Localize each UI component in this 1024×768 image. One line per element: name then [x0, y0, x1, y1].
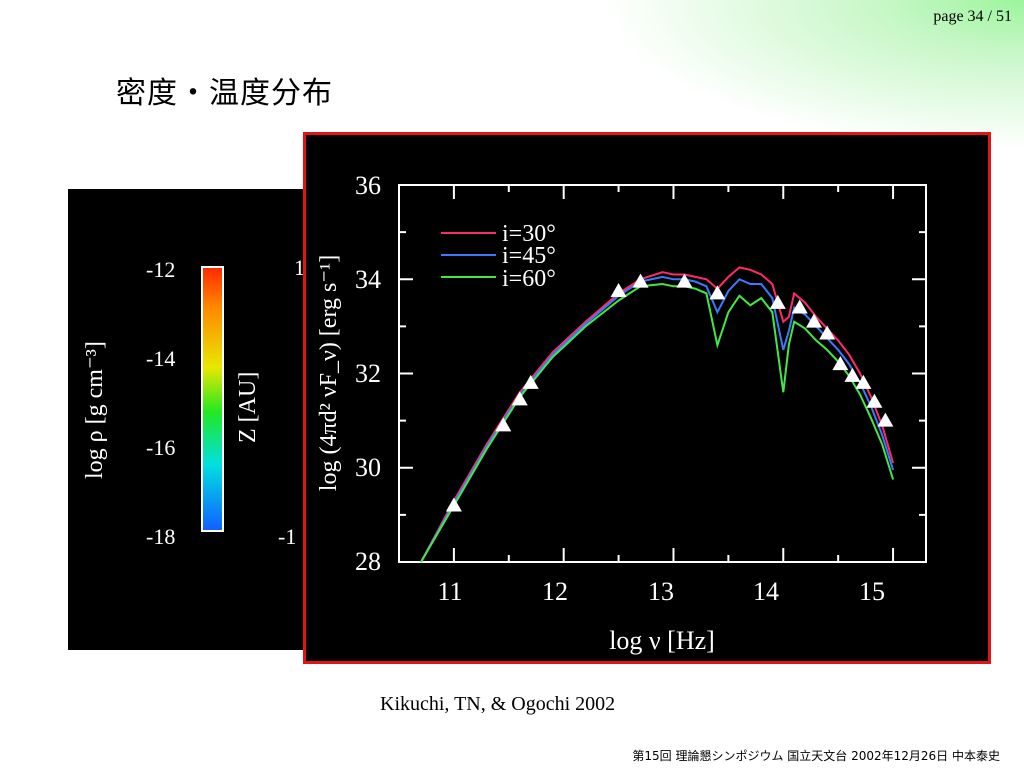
observation-marker	[676, 273, 693, 288]
observation-marker	[819, 325, 836, 340]
x-axis-label: log ν [Hz]	[609, 626, 715, 655]
series-line	[420, 282, 895, 563]
observation-marker	[844, 367, 861, 382]
y-tick-label: 32	[355, 359, 381, 388]
clipped-tick-label: -1	[278, 524, 297, 549]
x-tick-label: 15	[859, 577, 885, 606]
observation-marker	[832, 356, 849, 371]
x-tick-label: 13	[648, 577, 674, 606]
observation-marker	[610, 283, 627, 298]
observation-marker	[806, 313, 823, 328]
observation-marker	[522, 374, 539, 389]
y-tick-label: 28	[355, 547, 381, 576]
x-tick-label: 14	[753, 577, 779, 606]
observation-marker	[877, 412, 894, 427]
observation-marker	[511, 391, 528, 406]
series-line	[420, 275, 895, 563]
figure-caption: Kikuchi, TN, & Ogochi 2002	[380, 693, 616, 715]
x-tick-label: 12	[542, 577, 568, 606]
clipped-tick-label: 1	[294, 255, 305, 280]
colorbar-tick-label: -14	[146, 346, 176, 371]
y-tick-label: 36	[355, 171, 381, 200]
colorbar-tick-label: -12	[146, 257, 176, 282]
x-tick-label: 11	[437, 577, 462, 606]
colorbar	[201, 266, 224, 532]
footer-text: 第15回 理論懇シンポジウム 国立天文台 2002年12月26日 中本泰史	[632, 749, 1000, 763]
slide-title: 密度・温度分布	[116, 76, 333, 111]
y-tick-label: 30	[355, 453, 381, 482]
colorbar-tick-label: -18	[146, 524, 176, 549]
observation-marker	[495, 417, 512, 432]
colorbar-tick-label: -16	[146, 435, 176, 460]
observation-marker	[769, 294, 786, 309]
page-number: page 34 / 51	[933, 8, 1012, 25]
sed-panel: 36 34 32 30 28 11 12 13 14 15 log ν [Hz]…	[303, 132, 991, 664]
y-axis-label: log (4πd² νF_ν) [erg s⁻¹]	[316, 255, 342, 491]
colorbar-label: log ρ [g cm⁻³]	[82, 341, 108, 479]
observation-marker	[791, 299, 808, 314]
observation-marker	[632, 273, 649, 288]
observation-marker	[445, 497, 462, 512]
observation-marker	[855, 374, 872, 389]
density-panel: -12 -14 -16 -18 log ρ [g cm⁻³] Z [AU] 1 …	[68, 189, 313, 650]
observation-marker	[866, 393, 883, 408]
z-axis-label: Z [AU]	[235, 371, 261, 443]
sed-chart: 36 34 32 30 28 11 12 13 14 15 log ν [Hz]…	[316, 171, 927, 655]
series-line	[420, 266, 895, 563]
observation-marker	[709, 285, 726, 300]
legend-label: i=60°	[502, 266, 556, 292]
legend-label: i=45°	[502, 243, 556, 269]
legend-label: i=30°	[502, 221, 556, 247]
y-tick-label: 34	[355, 265, 381, 294]
